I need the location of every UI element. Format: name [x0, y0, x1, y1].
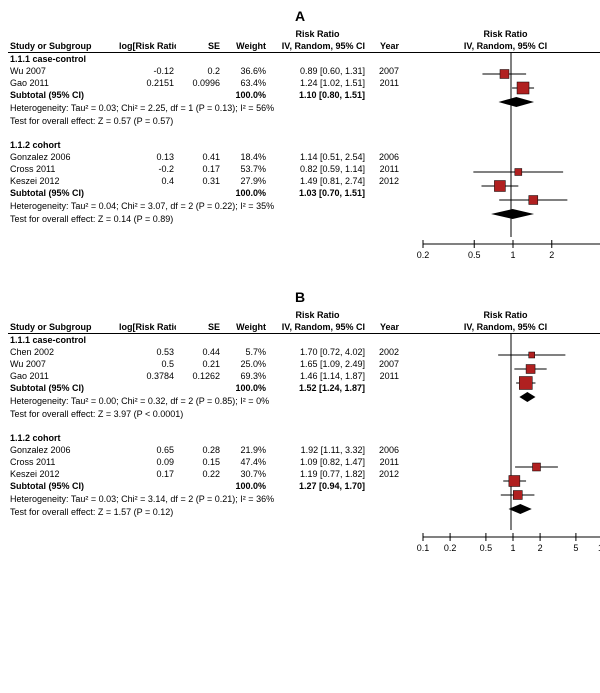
- forest-header: Risk Ratio: [401, 28, 600, 40]
- col-study: Study or Subgroup: [8, 40, 117, 53]
- overall-effect-text: Test for overall effect: Z = 3.97 (P < 0…: [8, 407, 401, 420]
- col-year: Year: [367, 40, 401, 53]
- svg-text:0.5: 0.5: [480, 543, 493, 553]
- panel-title: A: [8, 8, 592, 24]
- col-ci: IV, Random, 95% CI: [268, 40, 367, 53]
- col-forest-ci: IV, Random, 95% CI: [401, 321, 600, 334]
- forest-table: Risk Ratio Risk Ratio Study or Subgroup …: [8, 309, 600, 562]
- col-year: Year: [367, 321, 401, 334]
- forest-table: Risk Ratio Risk Ratio Study or Subgroup …: [8, 28, 600, 269]
- subgroup-label: 1.1.2 cohort: [8, 432, 117, 444]
- svg-text:0.2: 0.2: [417, 250, 430, 260]
- rr-header: Risk Ratio: [268, 28, 367, 40]
- svg-text:2: 2: [549, 250, 554, 260]
- col-study: Study or Subgroup: [8, 321, 117, 334]
- svg-text:1: 1: [510, 543, 515, 553]
- subgroup-label: 1.1.2 cohort: [8, 139, 117, 151]
- svg-text:2: 2: [538, 543, 543, 553]
- col-wt: Weight: [222, 40, 268, 53]
- col-forest-ci: IV, Random, 95% CI: [401, 40, 600, 53]
- svg-text:0.2: 0.2: [444, 543, 457, 553]
- heterogeneity-text: Heterogeneity: Tau² = 0.03; Chi² = 2.25,…: [8, 101, 401, 114]
- col-logr: log[Risk Ratio]: [117, 40, 176, 53]
- heterogeneity-text: Heterogeneity: Tau² = 0.03; Chi² = 3.14,…: [8, 492, 401, 505]
- col-wt: Weight: [222, 321, 268, 334]
- forest-panel: A Risk Ratio Risk Ratio Study or Subgrou…: [8, 8, 592, 269]
- forest-axis: 0.20.5125: [401, 237, 600, 269]
- col-ci: IV, Random, 95% CI: [268, 321, 367, 334]
- col-logr: log[Risk Ratio]: [117, 321, 176, 334]
- col-se: SE: [176, 321, 222, 334]
- forest-header: Risk Ratio: [401, 309, 600, 321]
- col-se: SE: [176, 40, 222, 53]
- heterogeneity-text: Heterogeneity: Tau² = 0.04; Chi² = 3.07,…: [8, 199, 401, 212]
- svg-text:5: 5: [573, 543, 578, 553]
- forest-axis: 0.10.20.512510: [401, 530, 600, 562]
- heterogeneity-text: Heterogeneity: Tau² = 0.00; Chi² = 0.32,…: [8, 394, 401, 407]
- overall-effect-text: Test for overall effect: Z = 0.14 (P = 0…: [8, 212, 401, 225]
- overall-effect-text: Test for overall effect: Z = 1.57 (P = 0…: [8, 505, 401, 518]
- svg-text:0.5: 0.5: [468, 250, 481, 260]
- overall-effect-text: Test for overall effect: Z = 0.57 (P = 0…: [8, 114, 401, 127]
- subgroup-label: 1.1.1 case-control: [8, 53, 117, 66]
- panel-title: B: [8, 289, 592, 305]
- forest-panel: B Risk Ratio Risk Ratio Study or Subgrou…: [8, 289, 592, 562]
- subgroup-label: 1.1.1 case-control: [8, 334, 117, 347]
- svg-text:1: 1: [510, 250, 515, 260]
- svg-text:0.1: 0.1: [417, 543, 430, 553]
- rr-header: Risk Ratio: [268, 309, 367, 321]
